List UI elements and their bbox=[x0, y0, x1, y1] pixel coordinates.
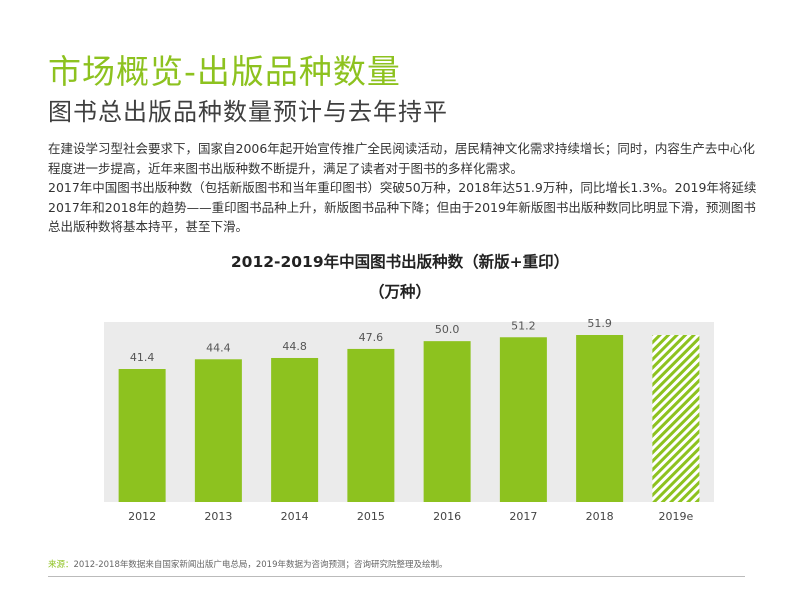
source-text: 2012-2018年数据来自国家新闻出版广电总局，2019年数据为咨询预测；咨询… bbox=[73, 560, 448, 570]
footer-divider bbox=[48, 576, 745, 577]
page-title: 市场概览-出版品种数量 bbox=[48, 52, 401, 91]
value-label-2014: 44.8 bbox=[282, 340, 307, 353]
page-subtitle: 图书总出版品种数量预计与去年持平 bbox=[48, 98, 448, 126]
x-tick-2013: 2013 bbox=[204, 510, 232, 523]
x-tick-2014: 2014 bbox=[281, 510, 309, 523]
value-label-2016: 50.0 bbox=[435, 323, 460, 336]
value-label-2015: 47.6 bbox=[359, 331, 384, 344]
chart-title: 2012-2019年中国图书出版种数（新版+重印） bbox=[230, 253, 570, 271]
x-tick-2018: 2018 bbox=[586, 510, 614, 523]
bar-2016 bbox=[423, 341, 471, 502]
value-label-2018: 51.9 bbox=[587, 317, 612, 330]
chart-unit: （万种） bbox=[368, 283, 431, 301]
stats-paragraph: 2017年中国图书出版种数（包括新版图书和当年重印图书）突破50万种，2018年… bbox=[48, 180, 757, 234]
intro-paragraph: 在建设学习型社会要求下，国家自2006年起开始宣传推广全民阅读活动，居民精神文化… bbox=[48, 141, 755, 176]
bar-2014 bbox=[271, 357, 319, 502]
bar-2017 bbox=[499, 337, 547, 502]
bar-2018 bbox=[576, 335, 624, 502]
value-label-2017: 51.2 bbox=[511, 319, 536, 332]
x-tick-2016: 2016 bbox=[433, 510, 461, 523]
x-tick-2015: 2015 bbox=[357, 510, 385, 523]
bar-2012 bbox=[118, 369, 166, 502]
source-note: 来源：2012-2018年数据来自国家新闻出版广电总局，2019年数据为咨询预测… bbox=[48, 558, 447, 570]
value-label-2012: 41.4 bbox=[130, 351, 155, 364]
source-label: 来源： bbox=[48, 560, 74, 570]
x-tick-2019e: 2019e bbox=[658, 510, 693, 523]
bar-2013 bbox=[194, 359, 242, 502]
x-tick-2017: 2017 bbox=[509, 510, 537, 523]
bar-2019e bbox=[652, 335, 700, 502]
bar-2015 bbox=[347, 348, 395, 502]
x-tick-2012: 2012 bbox=[128, 510, 156, 523]
value-label-2013: 44.4 bbox=[206, 341, 231, 354]
